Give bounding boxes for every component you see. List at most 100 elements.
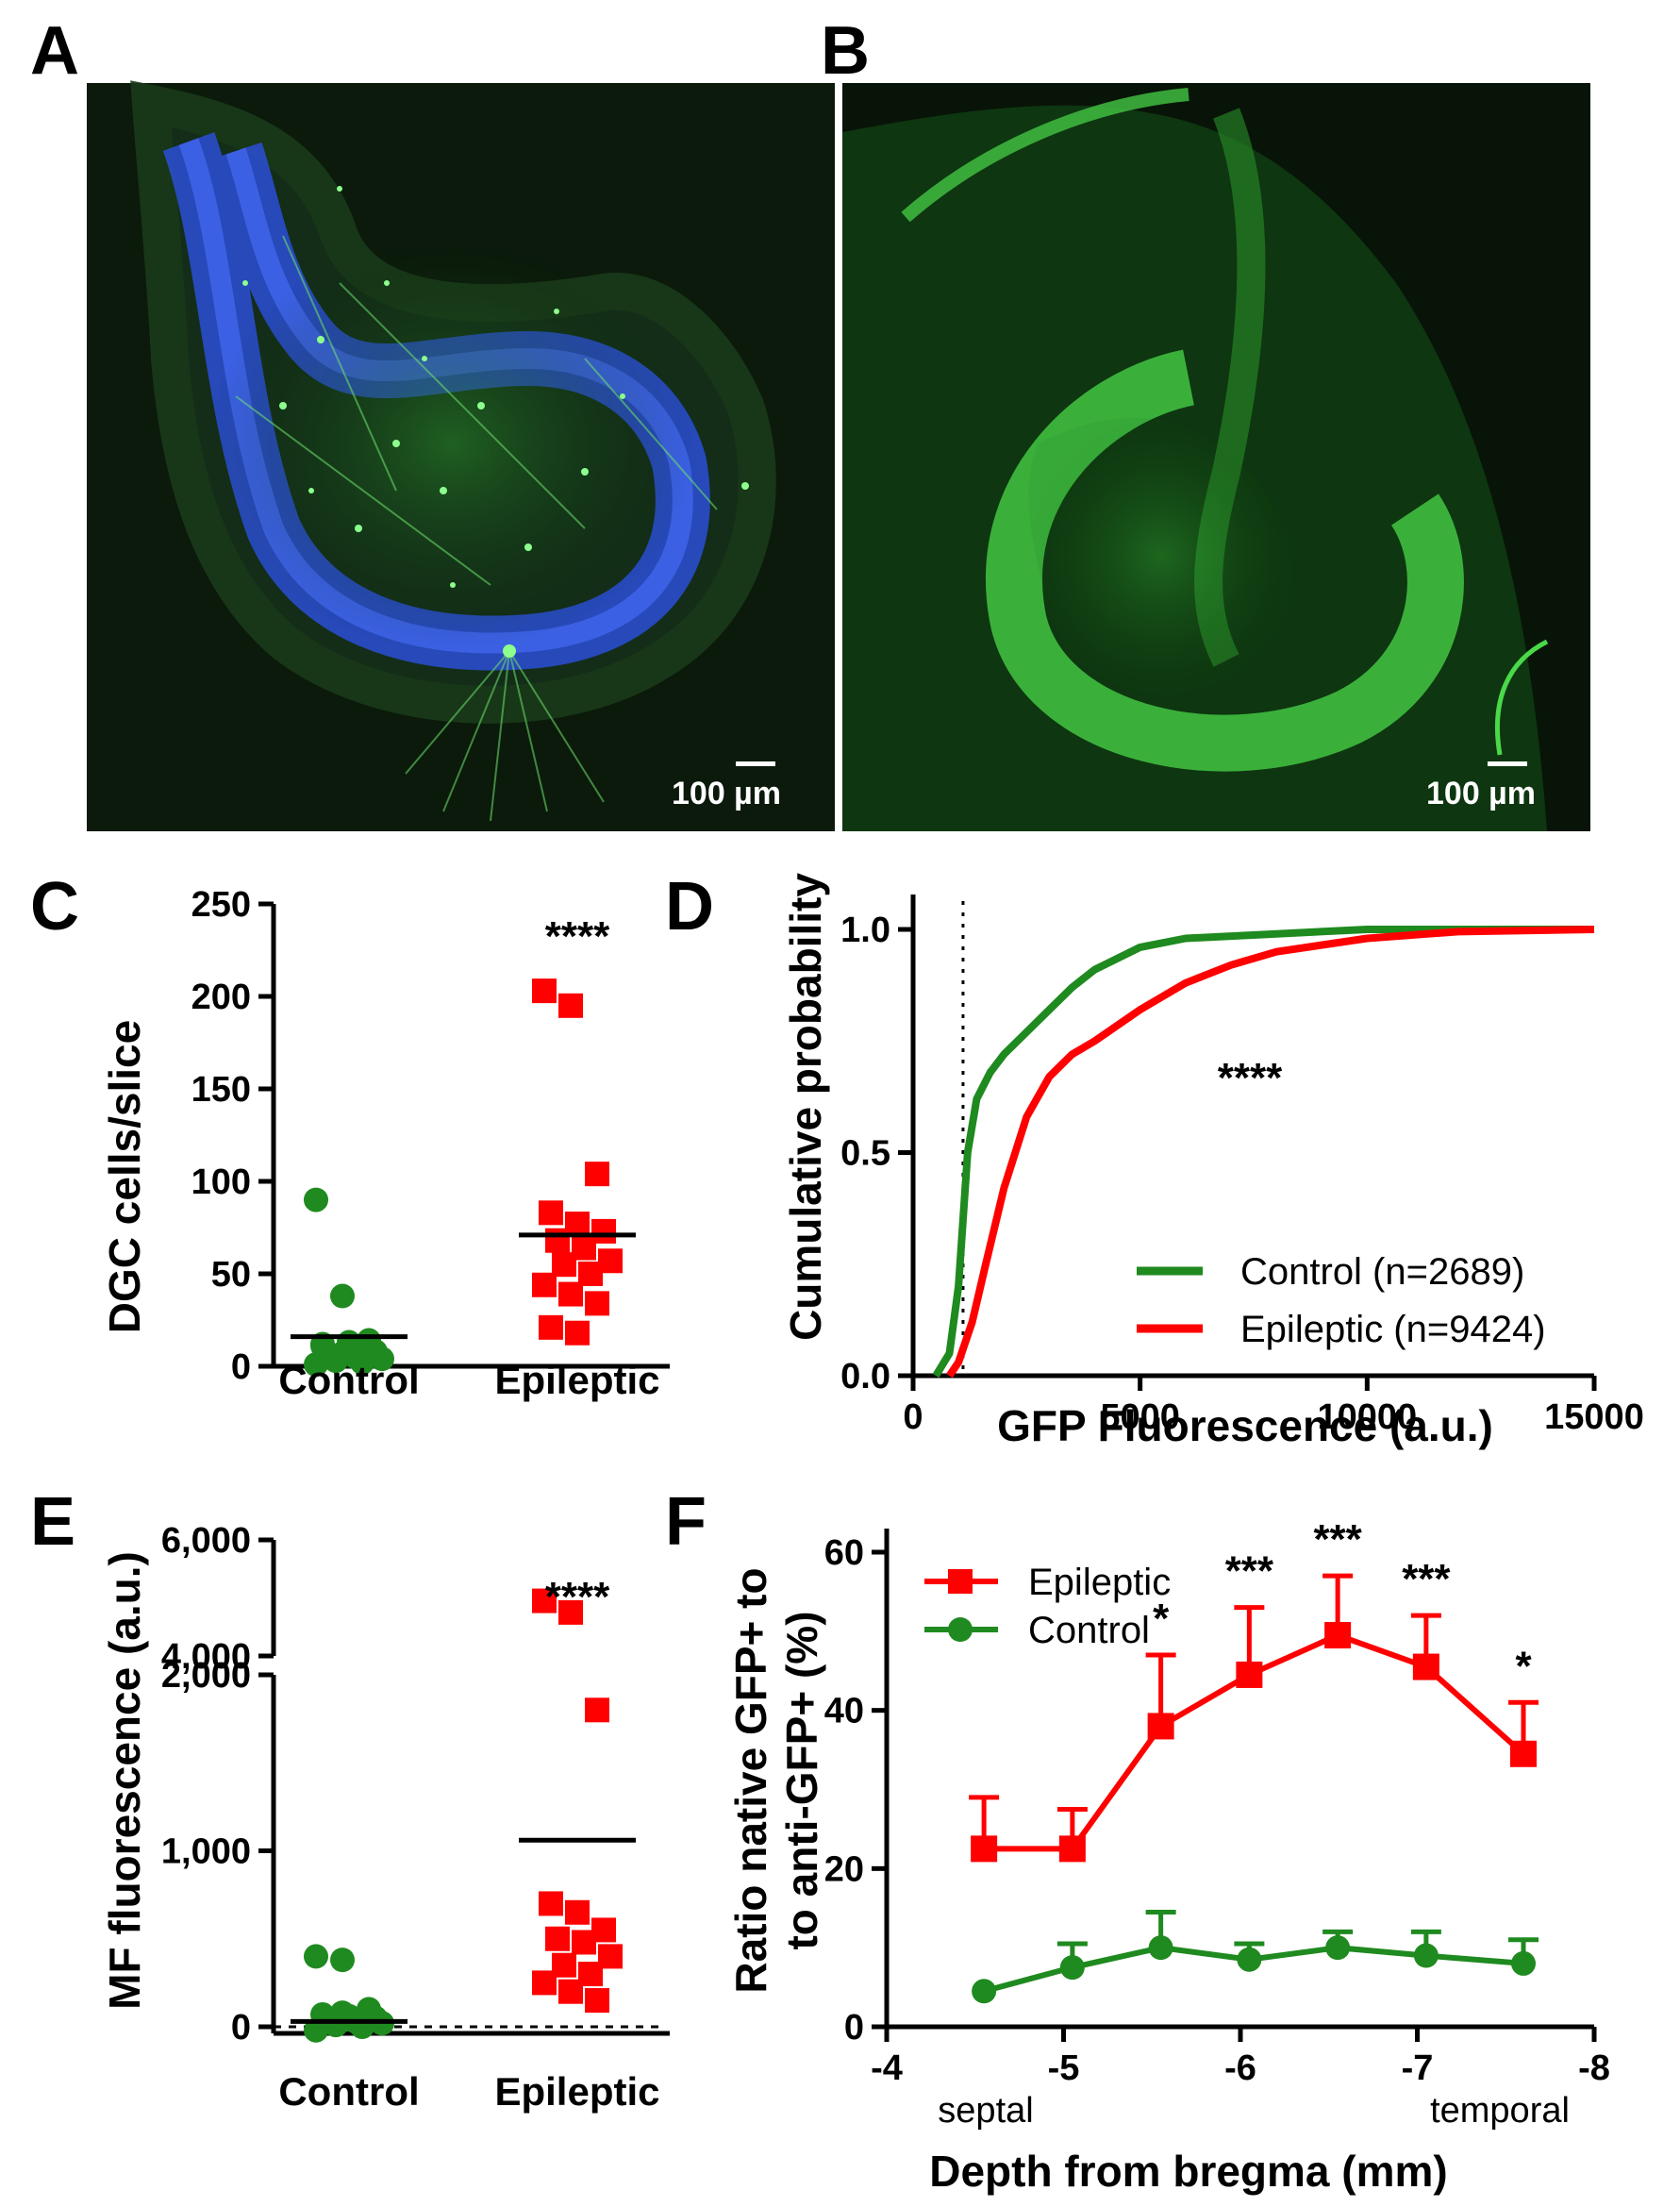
chart-f-xtick-label: -6 [1224,2048,1256,2088]
chart-e-category-epileptic: Epileptic [494,2069,659,2114]
chart-c-ytick-label: 200 [191,978,251,1017]
chart-c-significance: **** [545,913,610,960]
chart-e-point-epileptic [539,1891,563,1916]
chart-f-point-epileptic [1324,1622,1352,1649]
chart-c-ytick-label: 250 [191,885,251,925]
chart-e-point-epileptic [585,1697,609,1723]
chart-c-point-control [330,1283,355,1309]
chart-c-category-epileptic: Epileptic [494,1358,659,1402]
chart-c-point-epileptic [558,993,583,1018]
chart-d: Cumulative probability GFP Fluorescence … [781,873,1644,1450]
panel-label-c: C [30,869,79,945]
chart-e-significance: **** [545,1574,610,1620]
chart-d-legend-epileptic: Epileptic (n=9424) [1240,1309,1546,1350]
chart-d-line-epileptic [946,926,1595,1379]
micrograph-a: 100 µm [87,80,835,831]
chart-d-ytick-label: 0.5 [840,1134,890,1174]
chart-c-category-control: Control [278,1358,419,1402]
chart-c-ytick-label: 50 [211,1255,251,1295]
chart-c-point-epileptic [585,1162,609,1187]
chart-f-annotation-temporal: temporal [1430,2091,1570,2131]
scale-bar-label-b: 100 µm [1426,776,1536,811]
chart-d-ylabel: Cumulative probability [781,873,830,1341]
chart-c-point-epileptic [539,1200,563,1226]
chart-e-ytick-label: 4,000 [161,1637,251,1677]
chart-e-ylabel: MF fluorescence (a.u.) [100,1551,149,2010]
chart-d-xtick-label: 15000 [1544,1397,1644,1437]
chart-e-ytick-label: 6,000 [161,1521,251,1561]
chart-c-point-epileptic [539,1314,563,1340]
chart-f-significance: *** [1313,1516,1362,1563]
chart-e-category-control: Control [278,2069,419,2114]
chart-e-point-control [357,1997,381,2022]
chart-f-point-epileptic [1058,1835,1086,1863]
chart-f-point-epileptic [1236,1661,1263,1688]
chart-d-significance: **** [1218,1055,1283,1101]
chart-f-ytick-label: 60 [824,1533,864,1573]
chart-f-point-epileptic [1147,1713,1174,1740]
chart-e-point-epileptic [532,1970,557,1996]
chart-f-point-control [1148,1935,1173,1961]
chart-f-ytick-label: 0 [844,2008,864,2048]
chart-f-xtick-label: -7 [1402,2048,1434,2088]
panel-label-e: E [30,1484,75,1560]
chart-e-point-epileptic [558,1599,583,1625]
chart-f-point-control [972,1979,997,2004]
chart-c-point-control [357,1337,381,1363]
panel-label-b: B [821,13,870,89]
chart-f-point-control [1325,1935,1351,1961]
chart-f-xtick-label: -5 [1048,2048,1080,2088]
chart-f-xtick-label: -8 [1578,2048,1610,2088]
chart-f-significance: *** [1402,1556,1451,1602]
panel-label-f: F [665,1484,707,1560]
chart-f-ylabel-line1: Ratio native GFP+ to [726,1567,775,1993]
chart-c-ylabel: DGC cells/slice [100,1020,149,1333]
chart-d-ytick-label: 1.0 [840,911,890,950]
chart-f-xlabel: Depth from bregma (mm) [929,2147,1447,2196]
chart-c-point-control [310,1333,335,1359]
chart-f-point-control [1413,1943,1439,1968]
chart-f-point-epileptic [971,1835,998,1863]
chart-f-ytick-label: 20 [824,1849,864,1889]
chart-c-point-control [337,1329,361,1355]
panel-label-d: D [665,869,714,945]
chart-c-point-epileptic [558,1281,583,1307]
chart-f-significance: * [1515,1643,1532,1689]
chart-c-point-epileptic [532,978,557,1004]
micrograph-b: 100 µm [842,83,1590,832]
chart-e-ytick-label: 2,000 [161,1656,251,1696]
chart-f: Ratio native GFP+ to to anti-GFP+ (%) De… [726,1516,1610,2196]
chart-e-point-epileptic [572,1930,596,1955]
chart-e-point-control [330,1948,355,1973]
chart-e-point-epileptic [585,1988,609,2014]
chart-f-legend-epileptic: Epileptic [1028,1562,1171,1603]
chart-c-point-epileptic [545,1228,570,1253]
chart-e-point-epileptic [565,1899,590,1925]
chart-f-significance: * [1153,1596,1170,1642]
scale-bar-label-a: 100 µm [672,776,781,811]
chart-f-point-epileptic [1510,1740,1537,1767]
chart-e-point-control [304,1944,328,1969]
chart-f-xtick-label: -4 [871,2048,903,2088]
chart-c-point-epileptic [532,1272,557,1297]
chart-c-ytick-label: 0 [231,1347,251,1387]
chart-f-point-control [1059,1955,1085,1981]
chart-f-point-control [1511,1950,1536,1976]
chart-c-point-control [304,1187,328,1212]
chart-e-point-control [330,2000,355,2026]
chart-c-point-control [304,1352,328,1378]
chart-f-ytick-label: 40 [824,1692,864,1731]
chart-e-point-control [304,2017,328,2043]
chart-d-xlabel: GFP Fluorescence (a.u.) [997,1401,1493,1450]
chart-f-point-epileptic [1412,1653,1439,1680]
chart-d-legend-control: Control (n=2689) [1240,1251,1524,1293]
chart-d-xtick-label: 5000 [1100,1397,1180,1437]
chart-f-annotation-septal: septal [938,2091,1033,2131]
chart-f-ylabel-line2: to anti-GFP+ (%) [777,1611,826,1949]
panel-label-a: A [30,13,79,89]
chart-c-point-epileptic [565,1320,590,1346]
chart-e-point-epileptic [532,1588,557,1613]
